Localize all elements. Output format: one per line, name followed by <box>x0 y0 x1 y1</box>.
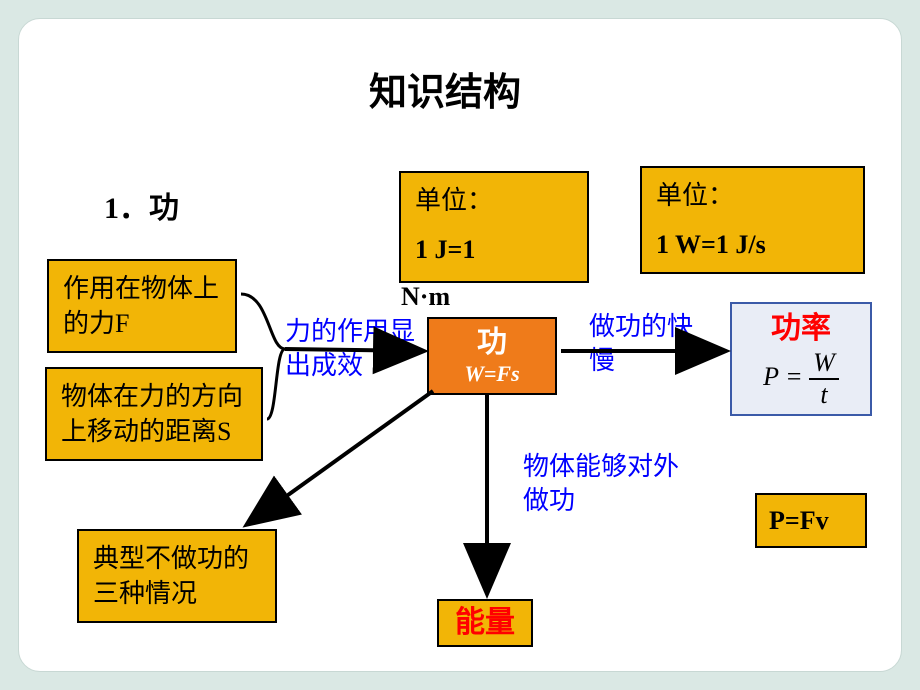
power-formula: P = W t <box>740 350 862 408</box>
p-fv-box: P=Fv <box>755 493 867 548</box>
speed-label: 做功的快慢 <box>589 310 699 378</box>
power-den: t <box>809 380 839 408</box>
power-lhs: P = <box>763 361 802 390</box>
unit-joule-line2: 1 J=1 <box>415 232 573 267</box>
section-heading: 1．功 <box>104 183 179 227</box>
effect-label: 力的作用显出成效 <box>285 315 415 383</box>
energy-box: 能量 <box>437 599 533 647</box>
energy-text: 能量 <box>455 606 515 639</box>
force-f-box: 作用在物体上的力F <box>47 259 237 353</box>
work-title: 功 <box>439 325 545 361</box>
power-title: 功率 <box>740 310 862 348</box>
unit-watt-line2: 1 W=1 J/s <box>656 227 849 262</box>
canwork-label: 物体能够对外做功 <box>523 450 693 518</box>
unit-joule-line1: 单位： <box>415 183 573 218</box>
work-box: 功 W=Fs <box>427 317 557 395</box>
content-panel: 知识结构 1．功 单位： 1 J=1 N·m 单位： 1 W=1 J/s 作用在… <box>18 18 902 672</box>
page-title: 知识结构 <box>369 61 521 116</box>
unit-watt-line1: 单位： <box>656 178 849 213</box>
p-fv-text: P=Fv <box>769 506 829 535</box>
work-formula: W=Fs <box>439 361 545 387</box>
power-box: 功率 P = W t <box>730 302 872 416</box>
page: 知识结构 1．功 单位： 1 J=1 N·m 单位： 1 W=1 J/s 作用在… <box>0 0 920 690</box>
unit-watt-box: 单位： 1 W=1 J/s <box>640 166 865 274</box>
unit-joule-overflow: N·m <box>401 282 450 312</box>
no-work-box: 典型不做功的三种情况 <box>77 529 277 623</box>
distance-s-box: 物体在力的方向上移动的距离S <box>45 367 263 461</box>
power-num: W <box>809 350 839 380</box>
unit-joule-box: 单位： 1 J=1 <box>399 171 589 283</box>
